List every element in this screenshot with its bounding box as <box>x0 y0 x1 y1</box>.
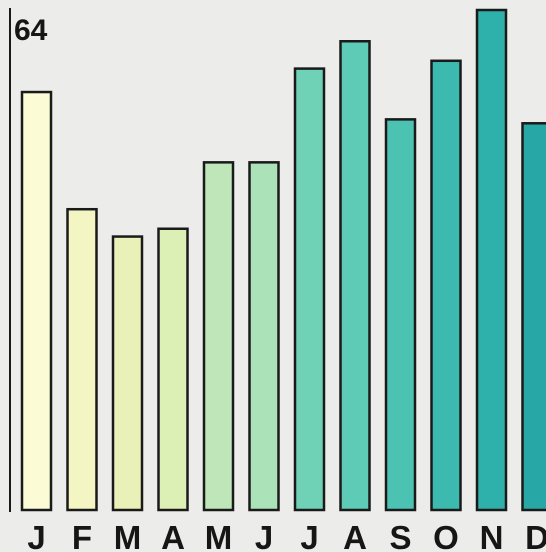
bar-11 <box>475 8 508 512</box>
bar-3 <box>111 235 144 512</box>
bar-4 <box>157 227 189 512</box>
bar-9 <box>384 118 417 512</box>
bar-1 <box>20 90 53 512</box>
bar-5 <box>202 161 235 512</box>
month-label-6: J <box>255 519 273 552</box>
bar-6 <box>248 161 280 512</box>
y-axis-max-label: 64 <box>14 14 48 47</box>
bars-group <box>20 8 546 512</box>
month-label-12: D <box>525 519 546 552</box>
bar-7 <box>293 67 326 512</box>
month-label-1: J <box>27 519 45 552</box>
month-label-5: M <box>205 519 233 552</box>
month-label-10: O <box>433 519 459 552</box>
month-label-4: A <box>161 519 185 552</box>
month-label-2: F <box>72 519 92 552</box>
month-label-7: J <box>300 519 318 552</box>
month-label-8: A <box>343 519 367 552</box>
bar-8 <box>339 40 371 512</box>
month-label-9: S <box>389 519 411 552</box>
month-label-11: N <box>480 519 504 552</box>
bar-10 <box>430 59 462 512</box>
bar-12 <box>521 122 546 512</box>
bar-2 <box>66 207 98 512</box>
month-label-3: M <box>114 519 142 552</box>
